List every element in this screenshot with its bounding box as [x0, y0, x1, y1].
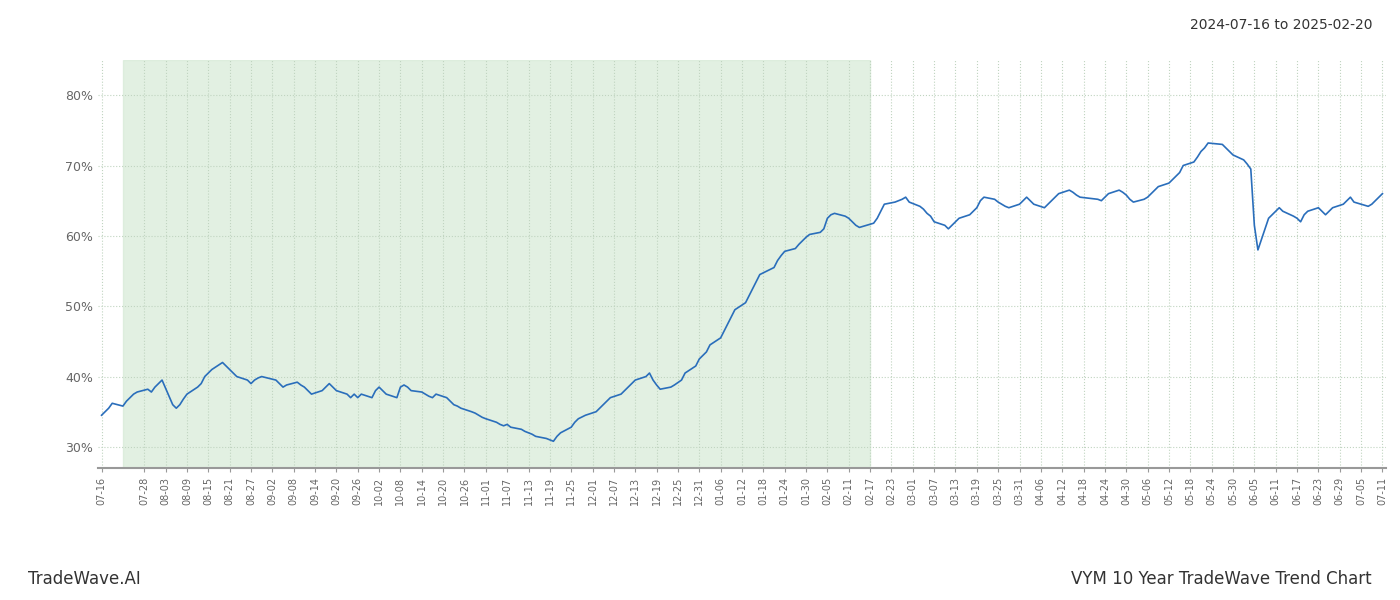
Text: 2024-07-16 to 2025-02-20: 2024-07-16 to 2025-02-20 [1190, 18, 1372, 32]
Bar [123, 60, 869, 468]
Text: VYM 10 Year TradeWave Trend Chart: VYM 10 Year TradeWave Trend Chart [1071, 570, 1372, 588]
Text: TradeWave.AI: TradeWave.AI [28, 570, 141, 588]
